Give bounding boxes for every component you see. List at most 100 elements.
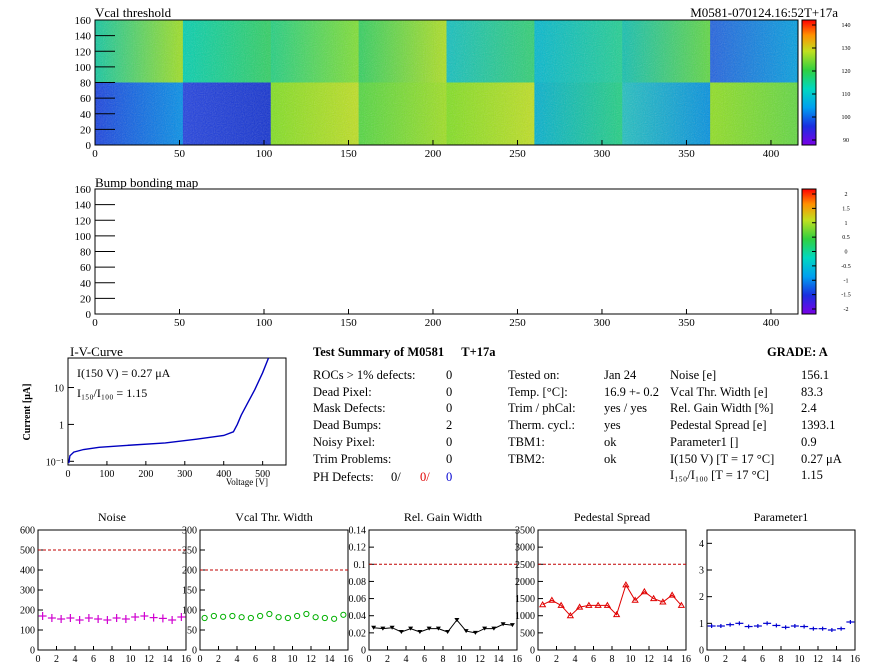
y-tick-label: 150 <box>182 586 197 597</box>
data-point <box>640 587 649 595</box>
data-point <box>417 630 423 634</box>
palette-tick-label: 100 <box>842 115 851 121</box>
defect-value: 0 <box>446 434 453 449</box>
param-label: Pedestal Spread [e] <box>670 418 767 433</box>
defect-label: Dead Bumps: <box>313 418 382 433</box>
test-label: TBM1: <box>508 434 545 449</box>
y-tick-label: 0 <box>86 140 92 152</box>
param-label: Vcal Thr. Width [e] <box>670 384 768 399</box>
x-tick-label: 16 <box>512 654 522 665</box>
data-point <box>491 626 497 631</box>
data-point <box>548 596 556 603</box>
y-tick-label: 100 <box>20 626 35 637</box>
palette-tick-label: 90 <box>843 138 849 144</box>
data-point <box>594 601 602 608</box>
y-tick-label: 0.12 <box>349 543 367 554</box>
data-point <box>445 630 451 634</box>
x-tick-label: 2 <box>723 654 728 665</box>
x-tick-label: 2 <box>54 654 59 665</box>
x-tick-label: 4 <box>404 654 409 665</box>
defect-value: 0 <box>446 451 453 466</box>
data-point <box>321 614 328 622</box>
y-tick-label: 250 <box>182 546 197 557</box>
data-point <box>435 626 441 631</box>
test-value: Jan 24 <box>604 368 637 382</box>
x-tick-label: 16 <box>343 654 353 665</box>
x-tick-label: 0 <box>92 317 98 329</box>
test-value: 16.9 +- 0.2 <box>604 384 659 399</box>
data-point <box>229 612 236 620</box>
iv-x-tick-label: 400 <box>216 469 231 480</box>
test-label: TBM2: <box>508 451 545 466</box>
y-tick-label: 300 <box>20 586 35 597</box>
iv-xlabel: Voltage [V] <box>226 477 268 487</box>
y-tick-label: 300 <box>182 526 197 537</box>
ph-defects-value-1: 0/ <box>391 470 401 484</box>
x-tick-label: 250 <box>509 317 526 329</box>
palette-tick-label: 110 <box>842 92 851 98</box>
plot-title: Parameter1 <box>754 510 809 524</box>
data-point <box>500 622 506 627</box>
x-tick-label: 4 <box>573 654 578 665</box>
grade-label: GRADE: A <box>767 345 828 359</box>
iv-x-tick-label: 300 <box>177 469 192 480</box>
param-value: 83.3 <box>801 384 823 399</box>
data-point <box>454 618 460 622</box>
defect-value: 0 <box>446 384 453 399</box>
data-point <box>284 614 291 622</box>
y-tick-label: 60 <box>80 93 92 105</box>
y-tick-label: 2000 <box>515 577 535 588</box>
data-point <box>566 611 575 619</box>
x-tick-label: 12 <box>644 654 654 665</box>
palette-tick-label: -2 <box>844 307 849 313</box>
x-tick-label: 6 <box>253 654 258 665</box>
y-tick-label: 3 <box>699 566 704 577</box>
ph-defects-value-2: 0/ <box>420 470 430 484</box>
defect-label: Trim Problems: <box>313 451 392 466</box>
y-tick-label: 4 <box>699 539 704 550</box>
y-tick-label: 1 <box>699 619 704 630</box>
data-point <box>294 612 301 620</box>
y-tick-label: 2500 <box>515 560 535 571</box>
x-tick-label: 350 <box>678 148 695 160</box>
y-tick-label: 500 <box>20 546 35 557</box>
param-row: Vcal Thr. Width [e] 83.3 <box>670 384 823 400</box>
data-point <box>538 600 547 608</box>
data-point <box>303 610 310 618</box>
defect-row: Mask Defects: 0 <box>313 401 452 416</box>
data-point <box>575 603 584 610</box>
param-value: 2.4 <box>801 401 817 416</box>
defect-row: ROCs > 1% defects: 0 <box>313 368 452 383</box>
test-value: yes / yes <box>604 401 648 416</box>
test-label: Tested on: <box>508 368 560 382</box>
x-tick-label: 16 <box>681 654 691 665</box>
y-tick-label: 0 <box>86 309 92 321</box>
data-point <box>631 596 639 603</box>
y-tick-label: 200 <box>20 606 35 617</box>
y-tick-label: 2 <box>699 592 704 603</box>
vcal-map-title: Vcal threshold <box>95 5 172 20</box>
y-tick-label: 3000 <box>515 543 535 554</box>
data-point <box>677 601 686 608</box>
x-tick-label: 6 <box>91 654 96 665</box>
x-tick-label: 8 <box>441 654 446 665</box>
x-tick-label: 6 <box>760 654 765 665</box>
data-point <box>389 625 395 630</box>
x-tick-label: 250 <box>509 148 526 160</box>
param-row: Parameter1 [] 0.9 <box>670 435 817 450</box>
x-tick-label: 0 <box>705 654 710 665</box>
x-tick-label: 100 <box>256 148 273 160</box>
palette-tick-label: -1 <box>844 278 849 284</box>
x-tick-label: 50 <box>174 148 186 160</box>
param-row: I(150 V) [T = 17 °C] 0.27 μA <box>670 452 842 467</box>
param-value: 1.15 <box>801 468 823 483</box>
x-tick-label: 150 <box>340 317 357 329</box>
x-tick-label: 8 <box>110 654 115 665</box>
data-point <box>220 613 227 620</box>
bump-bonding-map: 0 50 100 150 200 250 300 350 4000204060801001201… <box>75 184 851 329</box>
iv-ylabel: Current [μA] <box>22 384 33 441</box>
data-point <box>275 614 282 621</box>
iv-x-tick-label: 200 <box>138 469 153 480</box>
palette-tick-label: 0 <box>845 250 848 256</box>
